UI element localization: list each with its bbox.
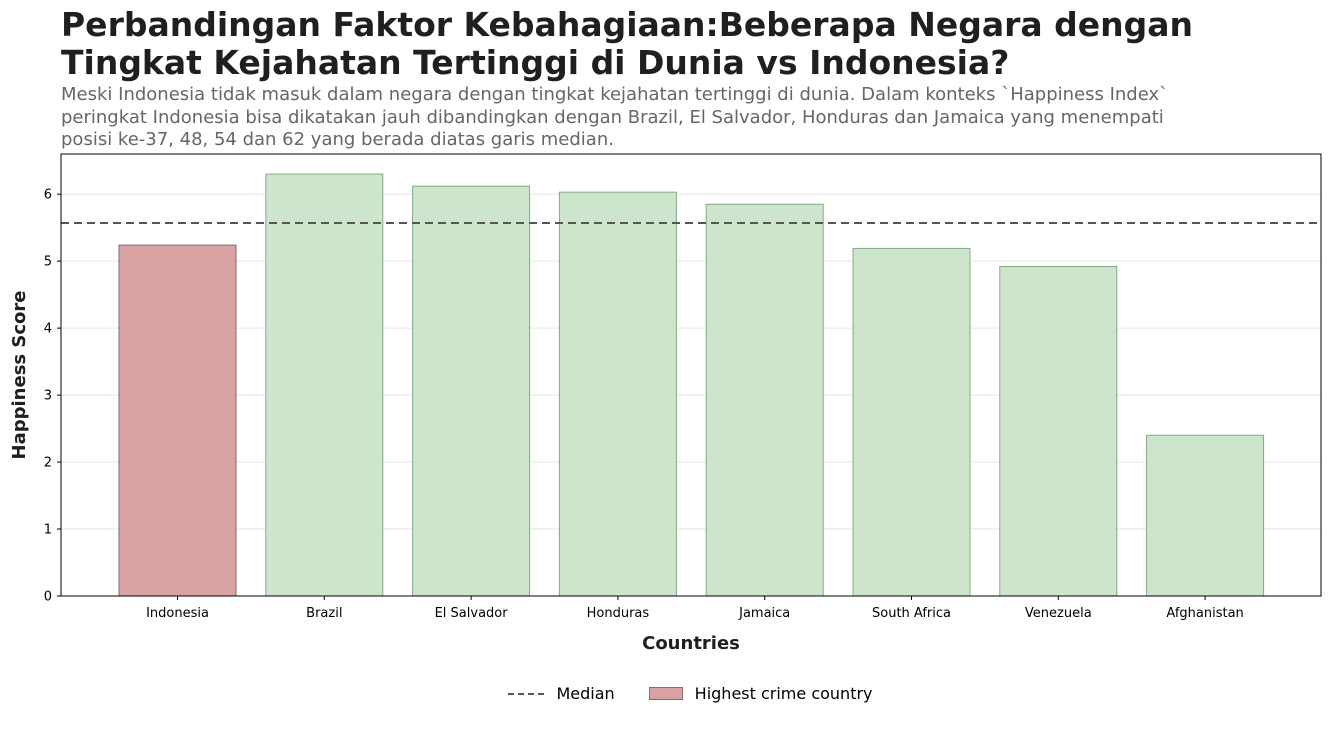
y-tick-label: 3: [44, 389, 52, 404]
bar-venezuela: [999, 266, 1118, 597]
bar-brazil: [265, 173, 384, 597]
y-axis-label: Happiness Score: [9, 291, 30, 460]
chart-subtitle: Meski Indonesia tidak masuk dalam negara…: [61, 84, 1169, 150]
bar-honduras: [558, 191, 677, 597]
x-tick-label: El Salvador: [435, 606, 509, 621]
plot-frame: [60, 153, 1322, 597]
x-axis-label: Countries: [642, 633, 740, 654]
bar-jamaica: [705, 203, 824, 597]
x-tick-label: Indonesia: [146, 606, 209, 621]
x-tick-label: South Africa: [872, 606, 951, 621]
bar-south-africa: [852, 247, 971, 597]
y-tick-label: 0: [44, 590, 52, 605]
x-tick-label: Brazil: [306, 606, 342, 621]
chart-title: Perbandingan Faktor Kebahagiaan:Beberapa…: [61, 5, 1194, 82]
y-tick-label: 4: [44, 322, 52, 337]
y-axis-ticks: 0 1 2 3 4 5 6: [44, 188, 61, 605]
legend-label-median: Median: [556, 684, 615, 703]
x-tick-label: Honduras: [587, 606, 650, 621]
median-dash-icon: [508, 692, 545, 695]
highlight-swatch-icon: [648, 687, 683, 700]
x-tick-label: Afghanistan: [1166, 606, 1243, 621]
legend: Median Highest crime country: [0, 684, 1330, 703]
bar-afghanistan: [1146, 434, 1265, 597]
y-tick-label: 6: [44, 188, 52, 203]
legend-label-highest-crime: Highest crime country: [694, 684, 873, 703]
y-tick-label: 5: [44, 255, 52, 270]
x-tick-label: Venezuela: [1025, 606, 1092, 621]
legend-item-median: Median: [508, 684, 615, 703]
legend-item-highest-crime: Highest crime country: [648, 684, 873, 703]
x-tick-label: Jamaica: [738, 606, 790, 621]
bar-indonesia: [118, 244, 237, 597]
bar-el-salvador: [412, 185, 531, 597]
bars: [118, 173, 1265, 597]
y-tick-label: 1: [44, 523, 52, 538]
x-axis-ticks: Indonesia Brazil El Salvador Honduras Jamaic…: [146, 596, 1244, 621]
gridlines: [61, 193, 1321, 530]
y-tick-label: 2: [44, 456, 52, 471]
